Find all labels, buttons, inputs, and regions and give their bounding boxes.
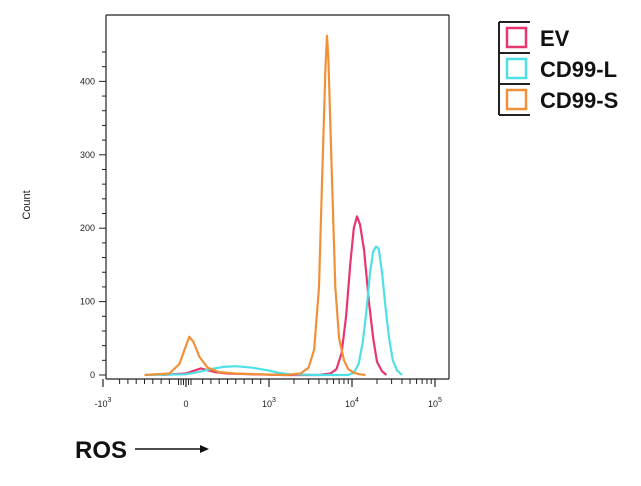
x-tick-label: 104 (345, 397, 359, 409)
series-line-cd99-s (144, 34, 366, 377)
legend: EV CD99-L CD99-S (498, 21, 618, 116)
arrow-right-icon (135, 445, 209, 453)
series-line-ev (161, 215, 388, 377)
legend-label-ev: EV (540, 26, 570, 51)
legend-swatch-ev (505, 26, 528, 49)
legend-swatch-cd99-s (505, 88, 528, 111)
series-lines (144, 34, 403, 377)
y-tick-label: 100 (80, 297, 95, 307)
x-axis-ticks: -103 0 103 104 105 (95, 379, 442, 409)
x-tick-label: -103 (95, 397, 112, 409)
y-tick-label: 300 (80, 150, 95, 160)
x-tick-label: 105 (428, 397, 442, 409)
legend-swatch-cd99-l (505, 57, 528, 80)
series-line-cd99-l (144, 245, 403, 377)
legend-label-cd99-s: CD99-S (540, 88, 618, 113)
y-axis-label: Count (21, 190, 33, 219)
legend-label-cd99-l: CD99-L (540, 57, 617, 82)
y-axis-ticks: 0 100 200 300 400 (80, 51, 106, 380)
y-tick-label: 400 (80, 76, 95, 86)
x-axis-label: ROS (75, 437, 127, 464)
y-tick-label: 0 (90, 370, 95, 380)
x-tick-label: 0 (183, 399, 188, 409)
x-tick-label: 103 (262, 397, 276, 409)
y-tick-label: 200 (80, 223, 95, 233)
